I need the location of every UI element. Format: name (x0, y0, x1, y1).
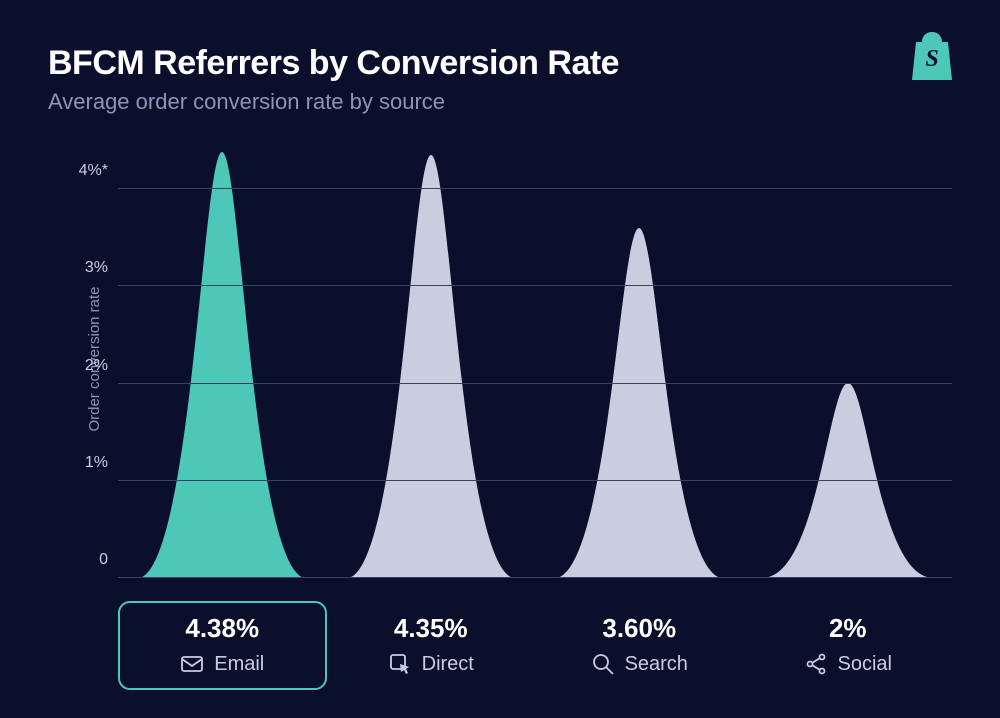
shopify-logo: S (908, 28, 956, 84)
legend-item-search: 3.60% Search (535, 601, 744, 690)
legend-value: 4.38% (185, 613, 259, 644)
legend-label-row: Search (591, 652, 688, 676)
y-tick-label: 0 (68, 551, 108, 569)
chart-subtitle: Average order conversion rate by source (48, 89, 952, 115)
peak-search (535, 140, 744, 578)
peak-shape (554, 228, 724, 578)
y-tick-label: 2% (68, 357, 108, 375)
gridline (118, 383, 952, 384)
chart-area: Order conversion rate 01%2%3%4%* (48, 140, 952, 578)
legend-item-email: 4.38% Email (118, 601, 327, 690)
gridline (118, 577, 952, 578)
legend-label: Direct (422, 653, 474, 676)
plot-area: 01%2%3%4%* (118, 140, 952, 578)
legend-label-row: Direct (388, 652, 474, 676)
legend-item-social: 2% Social (744, 601, 953, 690)
legend-label-row: Email (180, 652, 264, 676)
legend-value: 2% (829, 613, 867, 644)
svg-text:S: S (925, 46, 938, 72)
cursor-icon (388, 652, 412, 676)
gridline (118, 285, 952, 286)
search-icon (591, 652, 615, 676)
gridline (118, 188, 952, 189)
chart-canvas: S BFCM Referrers by Conversion Rate Aver… (0, 0, 1000, 718)
legend-value: 3.60% (602, 613, 676, 644)
peaks-row (118, 140, 952, 578)
y-tick-label: 3% (68, 259, 108, 277)
gridline (118, 480, 952, 481)
legend-label: Social (838, 653, 892, 676)
legend-label: Search (625, 653, 688, 676)
mail-icon (180, 652, 204, 676)
legend-label: Email (214, 653, 264, 676)
share-icon (804, 652, 828, 676)
peak-shape (346, 155, 516, 578)
peak-direct (327, 140, 536, 578)
legend-row: 4.38% Email 4.35% Direct 3.60% Search 2% Social (118, 601, 952, 690)
peak-social (744, 140, 953, 578)
peak-email (118, 140, 327, 578)
y-tick-label: 4%* (68, 162, 108, 180)
peak-shape (137, 152, 307, 578)
legend-label-row: Social (804, 652, 892, 676)
chart-title: BFCM Referrers by Conversion Rate (48, 44, 952, 83)
legend-value: 4.35% (394, 613, 468, 644)
legend-item-direct: 4.35% Direct (327, 601, 536, 690)
y-tick-label: 1% (68, 454, 108, 472)
